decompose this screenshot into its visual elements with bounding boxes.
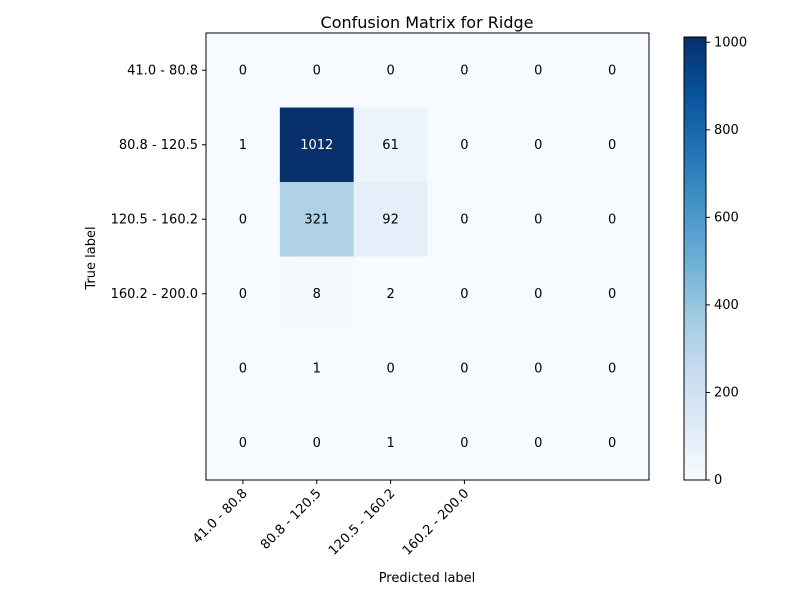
cell-value-label: 1012	[300, 138, 333, 153]
heatmap-cell	[353, 33, 428, 108]
chart-title: Confusion Matrix for Ridge	[321, 13, 534, 32]
cell-value-label: 0	[608, 361, 616, 376]
cell-value-label: 321	[304, 212, 329, 227]
y-axis-label: True label	[84, 226, 99, 290]
heatmap-cell	[353, 256, 428, 332]
cell-value-label: 0	[608, 436, 616, 451]
cell-value-label: 0	[239, 212, 247, 227]
heatmap-cell	[501, 33, 576, 108]
heatmap-cell	[427, 331, 502, 406]
cell-value-label: 0	[239, 287, 247, 302]
cell-value-label: 0	[534, 63, 542, 78]
cell-value-label: 0	[534, 436, 542, 451]
heatmap-cell	[353, 405, 428, 481]
heatmap-cell	[353, 331, 428, 406]
heatmap-cell	[427, 182, 502, 257]
cell-value-label: 0	[534, 212, 542, 227]
cell-value-label: 0	[460, 138, 468, 153]
x-tick-label: 160.2 - 200.0	[400, 486, 472, 558]
heatmap-cell	[501, 182, 576, 257]
heatmap-cell	[575, 107, 650, 183]
cell-value-label: 0	[239, 361, 247, 376]
heatmap-cell	[206, 405, 281, 481]
cell-value-label: 1	[386, 436, 394, 451]
cell-value-label: 0	[460, 436, 468, 451]
plot-frame	[205, 32, 650, 481]
heatmap-cell	[206, 182, 281, 257]
colorbar-tick-label: 200	[714, 385, 739, 400]
colorbar	[683, 36, 707, 481]
cell-value-label: 0	[460, 63, 468, 78]
cell-value-label: 0	[313, 436, 321, 451]
heatmap-cell	[279, 405, 355, 481]
heatmap-cell	[279, 107, 355, 183]
cell-value-label: 92	[382, 212, 399, 227]
x-tick-label: 80.8 - 120.5	[258, 486, 325, 553]
colorbar-tick-label: 1000	[714, 35, 747, 50]
y-axis-ticks: 41.0 - 80.8 80.8 - 120.5 120.5 - 160.2 160.…	[111, 63, 206, 302]
cell-value-label: 0	[460, 361, 468, 376]
heatmap-cell	[501, 331, 576, 406]
heatmap-cell	[279, 331, 355, 406]
heatmap-cell	[575, 405, 650, 481]
heatmap-cell	[575, 33, 650, 108]
heatmap-cell	[427, 33, 502, 108]
heatmap-cell	[427, 405, 502, 481]
cell-value-label: 0	[608, 63, 616, 78]
y-tick-label: 41.0 - 80.8	[127, 63, 198, 78]
heatmap-cell	[353, 107, 428, 183]
heatmap-cell	[501, 405, 576, 481]
cell-value-label: 0	[313, 63, 321, 78]
cell-value-label: 0	[386, 63, 394, 78]
cell-value-label: 0	[534, 361, 542, 376]
cell-value-label: 1	[239, 138, 247, 153]
heatmap-cells: 0 0 0 0 0 0 1 1012 61 0 0 0 0 321 92 0 0 0 0 8 2 0 0 0 0 1 0 0 0 0 0 0 1…	[206, 33, 650, 481]
heatmap-cell	[575, 182, 650, 257]
colorbar-tick-label: 800	[714, 123, 739, 138]
heatmap-cell	[279, 33, 355, 108]
heatmap-cell	[206, 33, 281, 108]
cell-value-label: 0	[608, 138, 616, 153]
cell-value-label: 1	[313, 361, 321, 376]
heatmap-cell	[575, 256, 650, 332]
heatmap-cell	[501, 256, 576, 332]
heatmap-cell	[279, 256, 355, 332]
heatmap-cell	[501, 107, 576, 183]
cell-value-label: 0	[460, 287, 468, 302]
y-tick-label: 80.8 - 120.5	[119, 138, 198, 153]
cell-value-label: 0	[608, 287, 616, 302]
heatmap-cell	[206, 331, 281, 406]
cell-value-label: 0	[608, 212, 616, 227]
y-tick-label: 120.5 - 160.2	[111, 212, 198, 227]
cell-value-label: 0	[534, 138, 542, 153]
cell-value-label: 0	[534, 287, 542, 302]
cell-value-label: 0	[239, 63, 247, 78]
heatmap-cell	[353, 182, 428, 257]
heatmap-cell	[427, 107, 502, 183]
cell-value-label: 2	[386, 287, 394, 302]
heatmap-cell	[279, 182, 355, 257]
x-tick-label: 41.0 - 80.8	[190, 486, 251, 547]
heatmap-cell	[575, 331, 650, 406]
cell-value-label: 0	[386, 361, 394, 376]
heatmap-cell	[427, 256, 502, 332]
cell-value-label: 0	[239, 436, 247, 451]
y-tick-label: 160.2 - 200.0	[111, 287, 198, 302]
colorbar-tick-label: 0	[714, 473, 722, 488]
colorbar-tick-label: 400	[714, 298, 739, 313]
heatmap-cell	[206, 256, 281, 332]
x-tick-label: 120.5 - 160.2	[326, 486, 398, 558]
x-axis-label: Predicted label	[379, 571, 476, 586]
cell-value-label: 61	[382, 138, 399, 153]
colorbar-ticks: 0 200 400 600 800 1000	[706, 35, 747, 488]
x-axis-ticks: 41.0 - 80.8 80.8 - 120.5 120.5 - 160.2 160.…	[190, 480, 472, 559]
colorbar-tick-label: 600	[714, 210, 739, 225]
cell-value-label: 0	[460, 212, 468, 227]
cell-value-label: 8	[313, 287, 321, 302]
heatmap-cell	[206, 107, 281, 183]
